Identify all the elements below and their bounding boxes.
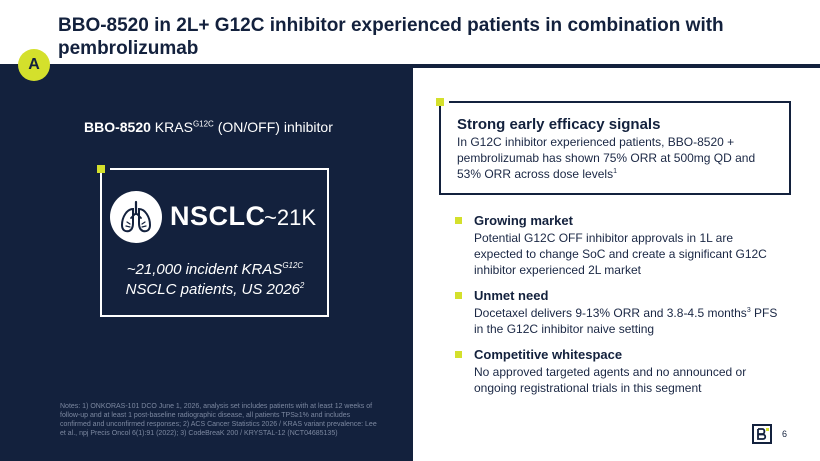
bullet-heading: Competitive whitespace	[474, 347, 623, 362]
lungs-icon	[110, 191, 162, 243]
page-title: BBO-8520 in 2L+ G12C inhibitor experienc…	[58, 15, 724, 59]
section-badge: A	[18, 49, 50, 81]
footnotes: Notes: 1) ONKORAS-101 DCO June 1, 2026, …	[60, 403, 377, 437]
bullet-body: No approved targeted agents and no annou…	[474, 365, 747, 395]
header-rule	[0, 64, 820, 68]
nsclc-label: NSCLC	[170, 201, 266, 231]
page-number: 6	[782, 429, 788, 439]
efficacy-heading: Strong early efficacy signals	[457, 116, 661, 133]
incidence-line-1: ~21,000 incident KRASG12C	[126, 261, 304, 278]
left-panel	[0, 68, 413, 461]
bullet-body: Potential G12C OFF inhibitor approvals i…	[474, 231, 767, 277]
efficacy-box	[439, 101, 791, 195]
drug-name: BBO-8520	[84, 119, 151, 135]
kras-label: KRAS	[150, 119, 193, 135]
nsclc-box-top-border	[110, 168, 329, 170]
bullet-body: Docetaxel delivers 9-13% ORR and 3.8-4.5…	[474, 306, 778, 336]
incidence-text: ~21,000 incident KRASG12C NSCLC patients…	[104, 260, 326, 300]
drug-subtitle: BBO-8520 KRASG12C (ON/OFF) inhibitor	[84, 119, 333, 135]
bullet-square	[455, 351, 462, 358]
bullet-square	[455, 292, 462, 299]
efficacy-box-top-border	[449, 101, 791, 103]
bullet-unmet-need: Unmet need Docetaxel delivers 9-13% ORR …	[474, 287, 784, 337]
efficacy-body: In G12C inhibitor experienced patients, …	[457, 135, 756, 181]
nsclc-count: ~21K	[264, 205, 316, 230]
bridgebio-logo-icon	[752, 424, 772, 444]
incidence-line-2: NSCLC patients, US 20262	[125, 281, 305, 298]
accent-square	[436, 98, 444, 106]
bullet-heading: Unmet need	[474, 288, 549, 303]
nsclc-box	[100, 168, 329, 317]
bullet-growing-market: Growing market Potential G12C OFF inhibi…	[474, 212, 784, 278]
inhibitor-label: (ON/OFF) inhibitor	[213, 119, 333, 135]
bullet-square	[455, 217, 462, 224]
bullet-heading: Growing market	[474, 213, 573, 228]
bullet-competitive-whitespace: Competitive whitespace No approved targe…	[474, 346, 784, 396]
accent-square	[97, 165, 105, 173]
kras-superscript: G12C	[192, 119, 214, 129]
